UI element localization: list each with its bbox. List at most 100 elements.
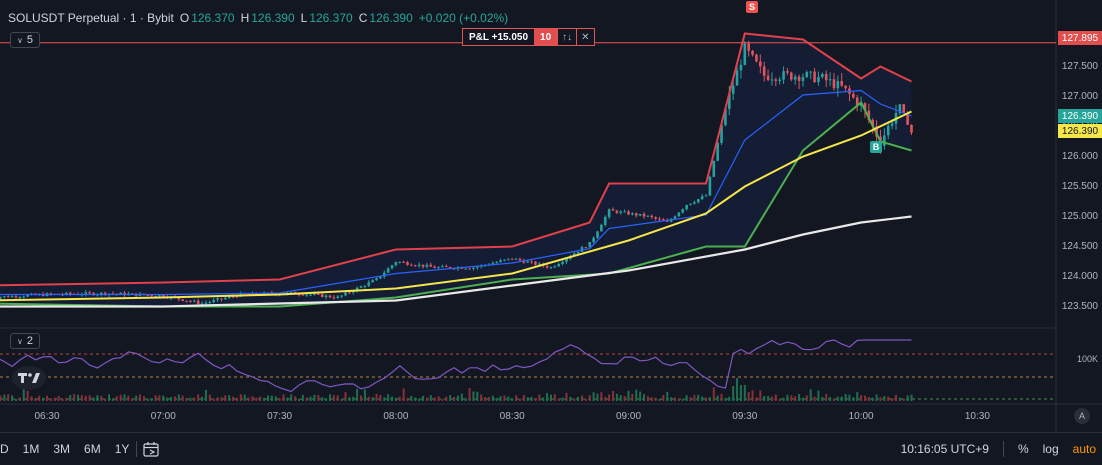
candle-body <box>464 268 467 270</box>
candle-body <box>522 260 526 263</box>
tradingview-logo[interactable] <box>12 366 46 390</box>
volume-bar <box>189 397 192 401</box>
close-position-icon[interactable]: ✕ <box>576 29 594 45</box>
candle-body <box>162 295 165 297</box>
candle-body <box>770 79 774 81</box>
sub-pane-indicators-toggle[interactable]: ∨ 2 <box>10 333 40 349</box>
price-tick-label: 124.000 <box>1061 270 1098 282</box>
range-1m[interactable]: 1M <box>22 442 40 456</box>
volume-bar <box>565 392 568 401</box>
candle-body <box>150 295 153 297</box>
candle-body <box>902 104 906 114</box>
clock-timezone[interactable]: 10:16:05 UTC+9 <box>900 442 989 456</box>
range-1y[interactable]: 1Y <box>114 442 130 456</box>
position-line-widget[interactable]: P&L +15.050 10 ↑↓ ✕ <box>462 28 595 46</box>
candle-body <box>572 253 576 257</box>
volume-bar <box>534 398 537 401</box>
volume-bar <box>611 390 614 401</box>
log-scale-toggle[interactable]: log <box>1042 442 1059 456</box>
volume-bar <box>150 398 153 401</box>
volume-bar <box>69 395 72 401</box>
auto-scale-toggle[interactable]: auto <box>1072 442 1096 456</box>
candle-body <box>305 294 309 296</box>
volume-bar <box>499 396 502 401</box>
candle-body <box>510 258 514 260</box>
volume-bar <box>449 395 452 401</box>
volume-bar <box>61 398 64 401</box>
candle-body <box>576 251 580 254</box>
volume-bar <box>14 398 17 401</box>
volume-bar <box>848 394 851 401</box>
volume-bar <box>631 393 634 401</box>
range-6m[interactable]: 6M <box>84 442 101 456</box>
candle-body <box>208 301 212 303</box>
volume-bar <box>716 395 719 401</box>
range-3m[interactable]: 3M <box>53 442 71 456</box>
candle-body <box>731 85 735 94</box>
volume-bar <box>542 397 545 401</box>
candle-body <box>700 196 704 200</box>
candle-body <box>220 298 223 300</box>
volume-bar <box>429 395 432 401</box>
main-pane-indicators-toggle[interactable]: ∨ 5 <box>10 32 40 48</box>
candle-body <box>499 260 502 263</box>
volume-bar <box>910 394 913 401</box>
volume-bar <box>371 397 374 401</box>
candle-body <box>185 300 188 302</box>
price-tick-label: 127.500 <box>1061 60 1098 72</box>
candle-body <box>716 142 719 161</box>
volume-bar <box>414 397 417 401</box>
volume-bar <box>131 398 134 401</box>
candle-body <box>603 216 607 225</box>
buy-marker[interactable]: B <box>870 141 882 153</box>
candle-body <box>662 219 665 221</box>
volume-bar <box>840 396 843 401</box>
volume-bar <box>836 396 839 401</box>
volume-bar <box>592 392 595 401</box>
volume-bar <box>387 394 390 401</box>
symbol-title[interactable]: SOLUSDT Perpetual · 1 · Bybit <box>8 11 174 25</box>
auto-scale-button[interactable]: A <box>1074 408 1090 424</box>
candle-body <box>646 215 650 217</box>
candle-body <box>634 213 638 216</box>
sell-marker[interactable]: S <box>746 1 758 13</box>
calendar-goto-icon[interactable] <box>143 441 161 457</box>
time-tick-label: 08:00 <box>383 411 409 422</box>
candle-body <box>534 261 537 265</box>
pnl-label: P&L +15.050 <box>463 29 535 45</box>
reverse-position-icon[interactable]: ↑↓ <box>557 29 577 45</box>
volume-bar <box>588 395 591 401</box>
candle-body <box>615 210 619 213</box>
candle-body <box>685 204 688 210</box>
candle-body <box>704 195 708 197</box>
volume-bar <box>235 397 238 401</box>
chevron-down-icon: ∨ <box>17 336 23 346</box>
candle-body <box>809 71 813 73</box>
volume-bar <box>825 394 828 401</box>
candle-body <box>433 266 436 269</box>
volume-bar <box>553 394 556 401</box>
volume-bar <box>883 396 886 401</box>
volume-bar <box>422 395 425 401</box>
position-qty[interactable]: 10 <box>534 29 558 45</box>
range-1d[interactable]: D <box>0 442 9 456</box>
candle-body <box>371 280 374 283</box>
candle-body <box>782 71 785 80</box>
volume-bar <box>770 396 773 401</box>
candle-body <box>766 75 770 80</box>
last-price-tag: 126.390 <box>1058 109 1102 123</box>
volume-bar <box>437 396 440 401</box>
volume-bar <box>49 398 52 401</box>
candle-body <box>584 247 588 249</box>
candle-body <box>514 258 518 260</box>
percent-scale-toggle[interactable]: % <box>1017 442 1029 456</box>
volume-bar <box>596 393 599 401</box>
candle-body <box>855 97 859 106</box>
volume-bar <box>464 398 467 401</box>
volume-bar <box>127 395 130 401</box>
volume-bar <box>38 395 41 401</box>
candle-body <box>797 76 801 81</box>
candle-body <box>747 43 750 51</box>
candle-body <box>898 104 902 114</box>
